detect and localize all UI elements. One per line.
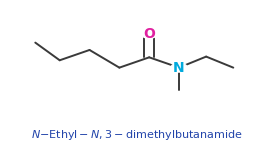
Text: $\mathit{N}$$\rm{-Ethyl-}$$\mathit{N}$$\rm{,3-dimethylbutanamide}$: $\mathit{N}$$\rm{-Ethyl-}$$\mathit{N}$$\… — [31, 128, 243, 142]
Circle shape — [171, 63, 187, 72]
Text: O: O — [143, 27, 155, 41]
Text: N: N — [173, 61, 185, 75]
Circle shape — [141, 29, 157, 38]
